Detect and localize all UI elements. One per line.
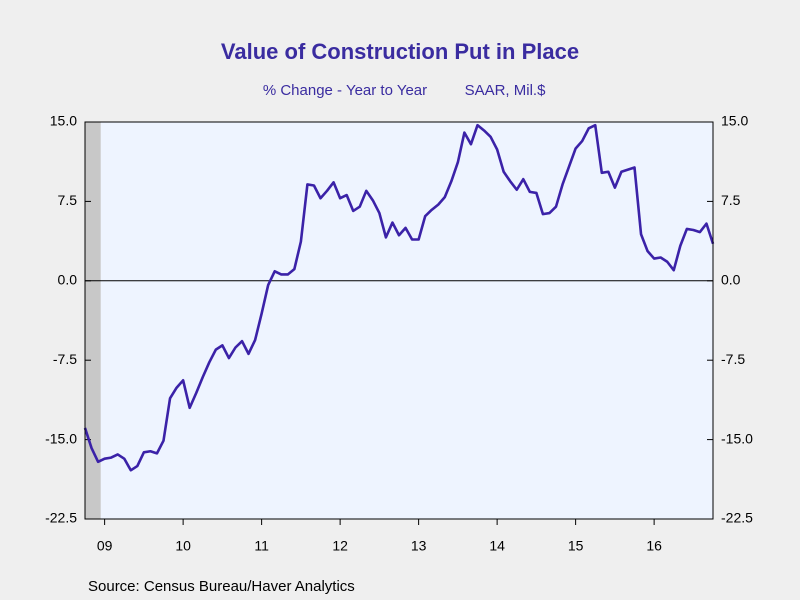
x-tick-label: 14 <box>489 538 505 554</box>
y-tick-label: 7.5 <box>58 192 78 208</box>
plot-frame <box>84 121 714 520</box>
y2-tick-label: 7.5 <box>721 192 741 208</box>
y-tick-label: -15.0 <box>45 430 77 446</box>
x-tick-label: 12 <box>332 538 348 554</box>
recession-band <box>85 122 101 519</box>
x-tick-label: 11 <box>254 538 269 554</box>
x-tick-label: 15 <box>568 538 584 554</box>
y-tick-label: -7.5 <box>53 351 77 367</box>
chart-units: SAAR, Mil.$ <box>465 82 547 99</box>
y-tick-label: -22.5 <box>45 510 77 526</box>
chart-subtitle: % Change - Year to Year <box>263 82 427 99</box>
y2-tick-label: -15.0 <box>721 430 753 446</box>
plot-background <box>85 122 713 519</box>
y2-tick-label: 15.0 <box>721 113 748 129</box>
source-note: Source: Census Bureau/Haver Analytics <box>88 578 355 595</box>
chart-title: Value of Construction Put in Place <box>221 39 579 64</box>
y2-tick-label: 0.0 <box>721 272 741 288</box>
x-tick-label: 09 <box>97 538 113 554</box>
y-tick-label: 15.0 <box>50 113 77 129</box>
y2-tick-label: -22.5 <box>721 510 753 526</box>
x-tick-label: 10 <box>175 538 191 554</box>
y2-tick-label: -7.5 <box>721 351 745 367</box>
y-tick-label: 0.0 <box>58 272 78 288</box>
data-line <box>83 123 715 472</box>
x-tick-label: 13 <box>411 538 427 554</box>
x-tick-label: 16 <box>646 538 662 554</box>
